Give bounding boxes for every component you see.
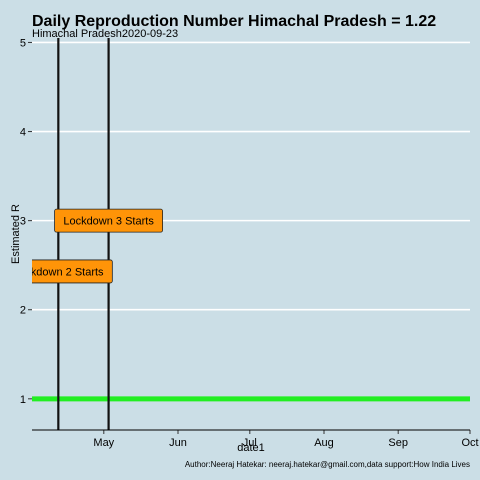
plot-area: Lockdown 2 Starts Lockdown 3 Starts [13, 38, 470, 430]
x-tick-label: Aug [314, 437, 334, 449]
y-tick-label: 4 [20, 127, 26, 139]
x-tick-label: Sep [388, 437, 408, 449]
x-tick-label: May [93, 437, 114, 449]
annotation-label: Lockdown 3 Starts [63, 216, 154, 228]
chart-title: Daily Reproduction Number Himachal Prade… [32, 13, 436, 30]
annotation-box [32, 259, 113, 284]
y-axis-title: Estimated R [10, 204, 22, 264]
annotation-label: Lockdown 2 Starts [13, 266, 104, 278]
x-axis-ticks: May Jun Jul Aug Sep Oct [93, 430, 479, 449]
y-tick-label: 1 [20, 394, 26, 406]
annotation-box [54, 208, 163, 233]
chart-subtitle: Himachal Pradesh2020-09-23 [32, 28, 178, 40]
y-tick-label: 3 [20, 216, 26, 228]
y-tick-label: 5 [20, 37, 26, 49]
x-tick-label: Oct [461, 437, 478, 449]
x-axis-title: date1 [237, 442, 265, 454]
chart-caption: Author:Neeraj Hatekar: neeraj.hatekar@gm… [185, 460, 470, 469]
x-tick-label: Jun [169, 437, 187, 449]
x-tick-label: Jul [243, 437, 257, 449]
y-axis-ticks: 1 2 3 4 5 [20, 37, 32, 406]
y-tick-label: 2 [20, 305, 26, 317]
